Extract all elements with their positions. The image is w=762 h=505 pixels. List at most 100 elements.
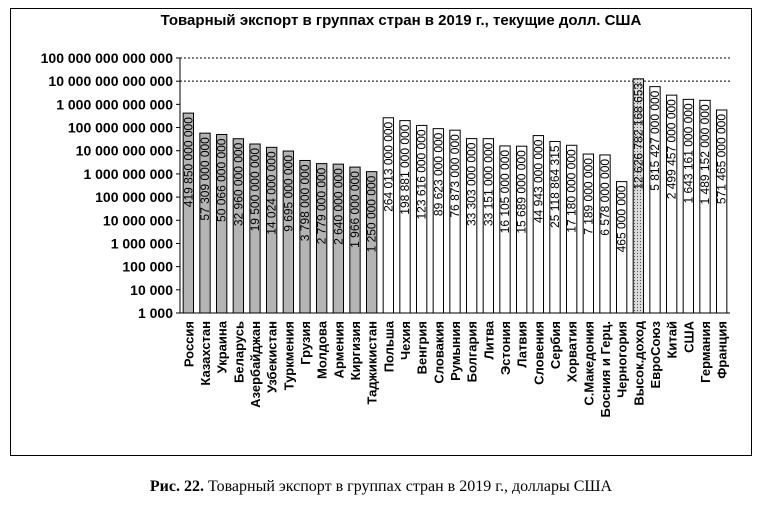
category-label: Румыния — [448, 321, 463, 381]
data-label: 6 578 000 000 — [598, 159, 612, 236]
category-label: Таджикистан — [365, 321, 380, 404]
bar — [666, 94, 678, 314]
bar — [182, 112, 195, 314]
category-label: Чехия — [398, 321, 413, 360]
category-label: Украина — [215, 320, 230, 373]
bar-chart: 1 000 10 000 100 000 1 000 000 10 000 000 100… — [41, 50, 730, 417]
category-label: Венгрия — [415, 321, 430, 374]
category-label: Эстония — [498, 321, 513, 375]
bar — [316, 163, 328, 314]
bar — [516, 145, 528, 314]
bar — [399, 120, 411, 314]
y-tick-label: 100 000 — [122, 259, 173, 275]
category-label: Туркмения — [281, 321, 296, 390]
y-tick-label: 10 000 000 000 000 — [48, 73, 173, 89]
y-tick-label: 10 000 000 — [103, 212, 173, 228]
data-label: 50 066 000 000 — [215, 138, 229, 222]
category-label: Латвия — [515, 321, 530, 368]
bar — [682, 98, 695, 314]
category-label: С.Македония — [581, 321, 596, 406]
data-label: 44 943 000 000 — [531, 139, 545, 223]
data-label: 33 151 000 000 — [481, 142, 495, 226]
bar — [482, 138, 494, 314]
category-label: Черногория — [615, 321, 630, 398]
y-tick-label: 1 000 000 000 — [83, 166, 173, 182]
category-label: Китай — [665, 321, 680, 359]
data-label: 33 303 000 000 — [465, 142, 479, 226]
bar — [599, 154, 611, 314]
bar — [649, 86, 661, 314]
y-tick-label: 100 000 000 000 — [68, 120, 173, 136]
y-tick-label: 1 000 000 000 000 — [56, 96, 173, 112]
y-tick-label: 1 000 000 — [111, 235, 173, 251]
category-label: Беларусь — [231, 321, 246, 383]
data-label: 1 489 152 000 000 — [698, 104, 712, 204]
data-label: 12 626 782 168 653 — [631, 83, 645, 190]
data-label: 3 798 000 000 — [298, 164, 312, 241]
bar — [449, 129, 461, 314]
bar — [349, 166, 361, 314]
bar — [566, 144, 578, 314]
data-label: 465 000 000 — [615, 185, 629, 252]
data-label: 198 881 000 000 — [398, 124, 412, 214]
bar — [249, 143, 261, 314]
category-label: Болгария — [465, 321, 480, 382]
category-label: Словения — [531, 321, 546, 385]
bar — [716, 109, 728, 314]
data-label: 264 013 000 000 — [381, 121, 395, 211]
category-label: Франция — [715, 321, 730, 379]
bar — [632, 78, 645, 314]
category-label: Грузия — [298, 321, 313, 365]
bar — [232, 138, 245, 314]
category-label: Узбекистан — [265, 321, 280, 393]
data-label: 89 623 000 000 — [431, 132, 445, 216]
bar — [432, 128, 444, 314]
data-label: 1 966 000 000 — [348, 171, 362, 248]
y-tick-label: 10 000 000 000 — [76, 143, 174, 159]
y-tick-label: 10 000 — [130, 282, 173, 298]
data-label: 7 189 000 000 — [581, 158, 595, 235]
data-label: 2 779 000 000 — [315, 167, 329, 244]
bar — [582, 153, 595, 314]
caption-label: Рис. 22. — [149, 478, 204, 495]
bar — [699, 99, 711, 314]
bar — [499, 145, 511, 314]
bar — [382, 117, 394, 314]
data-label: 32 960 000 000 — [231, 142, 245, 226]
bar — [332, 163, 344, 314]
figure-caption: Рис. 22. Товарный экспорт в группах стра… — [0, 478, 762, 496]
category-label: Литва — [481, 320, 496, 359]
category-label: Россия — [181, 321, 196, 367]
data-label: 5 815 427 000 000 — [648, 90, 662, 190]
data-label: 123 616 000 000 — [415, 129, 429, 219]
data-label: 57 309 000 000 — [198, 137, 212, 221]
data-label: 1 643 161 000 000 — [681, 103, 695, 203]
data-label: 571 465 000 000 — [715, 114, 729, 204]
bar — [466, 138, 478, 314]
category-label: Польша — [381, 320, 396, 372]
bar — [266, 146, 278, 314]
caption-text: Товарный экспорт в группах стран в 2019 … — [208, 478, 613, 495]
bar — [282, 150, 294, 314]
data-label: 419 850 000 000 — [181, 117, 195, 207]
category-label: Киргизия — [348, 321, 363, 380]
bar — [366, 171, 378, 314]
category-label: Словакия — [431, 321, 446, 384]
bar — [616, 181, 628, 314]
category-label: Азербайджан — [248, 321, 263, 408]
category-label: Высок.доход — [631, 320, 646, 405]
category-label: ЕвроСоюз — [648, 320, 663, 388]
data-label: 25 118 864 315 — [548, 145, 562, 228]
category-label: Казахстан — [198, 321, 213, 386]
bar — [199, 132, 211, 314]
data-label: 76 873 000 000 — [448, 134, 462, 218]
data-label: 1 250 000 000 — [365, 175, 379, 252]
bar — [299, 159, 311, 314]
category-label: Молдова — [315, 320, 330, 379]
y-tick-label: 1 000 — [138, 305, 173, 321]
data-label: 17 180 000 000 — [565, 149, 579, 233]
bar — [416, 124, 428, 314]
category-label: США — [681, 320, 696, 352]
bar — [549, 140, 561, 314]
data-label: 2 499 457 000 000 — [665, 99, 679, 199]
